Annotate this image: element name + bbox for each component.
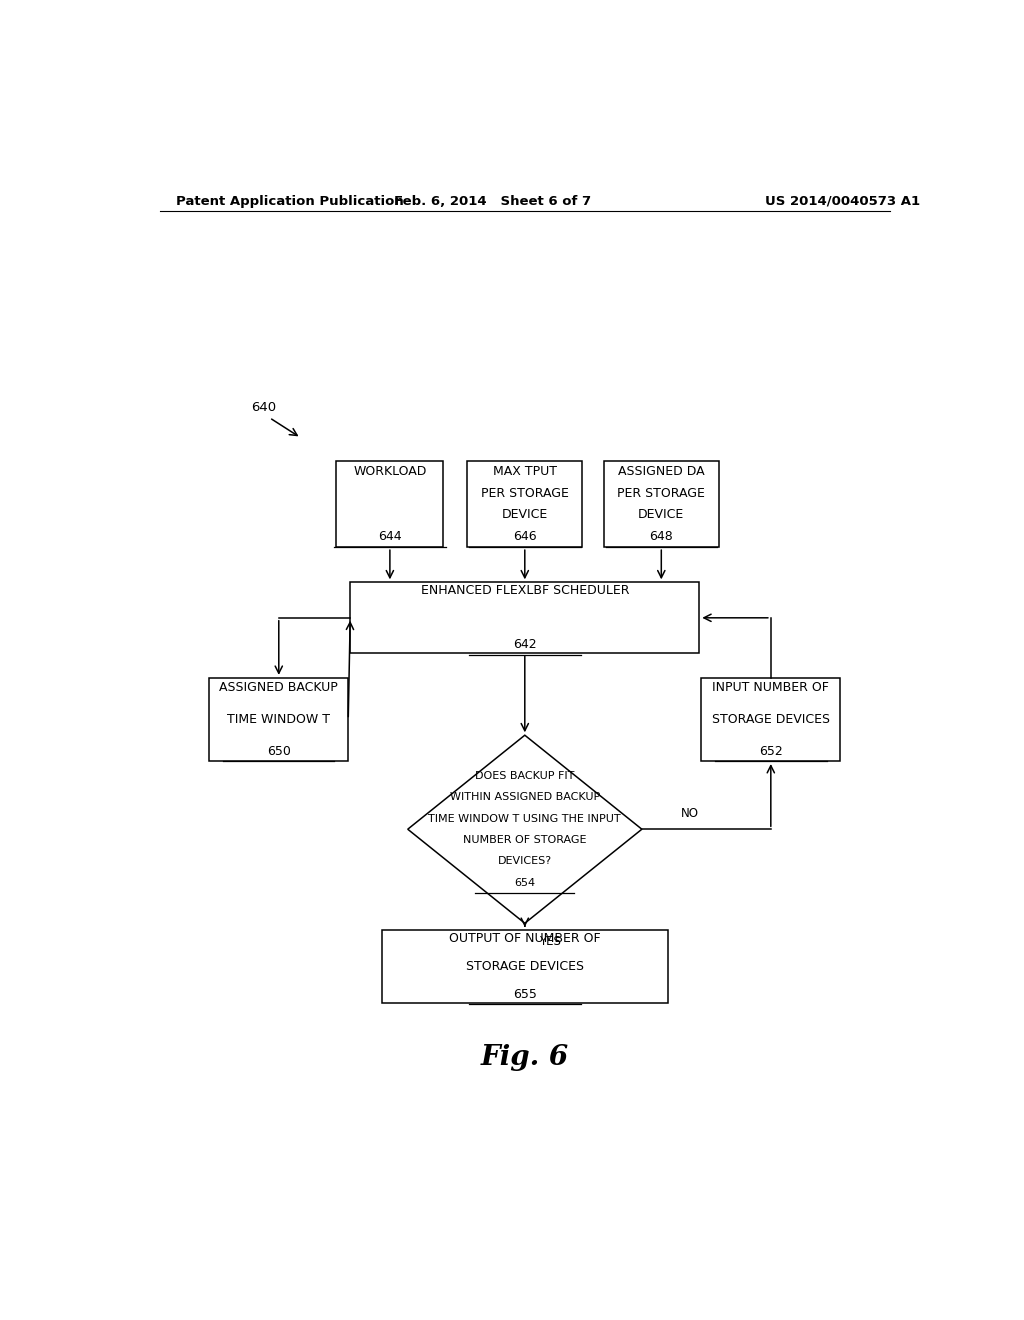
Text: NUMBER OF STORAGE: NUMBER OF STORAGE bbox=[463, 834, 587, 845]
Text: 640: 640 bbox=[251, 401, 276, 414]
Text: DEVICES?: DEVICES? bbox=[498, 857, 552, 866]
FancyBboxPatch shape bbox=[209, 677, 348, 762]
Text: TIME WINDOW T: TIME WINDOW T bbox=[227, 713, 331, 726]
Text: DEVICE: DEVICE bbox=[502, 508, 548, 521]
Text: ASSIGNED BACKUP: ASSIGNED BACKUP bbox=[219, 681, 338, 694]
Text: Patent Application Publication: Patent Application Publication bbox=[176, 194, 403, 207]
Text: 650: 650 bbox=[267, 744, 291, 758]
Text: 652: 652 bbox=[759, 744, 782, 758]
Text: WORKLOAD: WORKLOAD bbox=[353, 465, 427, 478]
Text: 648: 648 bbox=[649, 531, 673, 544]
Polygon shape bbox=[408, 735, 642, 923]
Text: OUTPUT OF NUMBER OF: OUTPUT OF NUMBER OF bbox=[449, 932, 601, 945]
Text: 655: 655 bbox=[513, 987, 537, 1001]
Text: US 2014/0040573 A1: US 2014/0040573 A1 bbox=[765, 194, 920, 207]
Text: STORAGE DEVICES: STORAGE DEVICES bbox=[466, 960, 584, 973]
Text: 644: 644 bbox=[378, 531, 401, 544]
Text: 642: 642 bbox=[513, 639, 537, 651]
Text: PER STORAGE: PER STORAGE bbox=[617, 487, 706, 499]
Text: YES: YES bbox=[539, 935, 561, 948]
Text: DOES BACKUP FIT: DOES BACKUP FIT bbox=[475, 771, 574, 781]
FancyBboxPatch shape bbox=[350, 582, 699, 653]
Text: WITHIN ASSIGNED BACKUP: WITHIN ASSIGNED BACKUP bbox=[450, 792, 600, 803]
Text: Feb. 6, 2014   Sheet 6 of 7: Feb. 6, 2014 Sheet 6 of 7 bbox=[394, 194, 592, 207]
Text: MAX TPUT: MAX TPUT bbox=[493, 465, 557, 478]
FancyBboxPatch shape bbox=[467, 461, 583, 548]
Text: STORAGE DEVICES: STORAGE DEVICES bbox=[712, 713, 829, 726]
Text: PER STORAGE: PER STORAGE bbox=[481, 487, 568, 499]
Text: ENHANCED FLEXLBF SCHEDULER: ENHANCED FLEXLBF SCHEDULER bbox=[421, 585, 629, 597]
Text: 654: 654 bbox=[514, 878, 536, 887]
Text: DEVICE: DEVICE bbox=[638, 508, 684, 521]
FancyBboxPatch shape bbox=[604, 461, 719, 548]
Text: Fig. 6: Fig. 6 bbox=[480, 1044, 569, 1072]
FancyBboxPatch shape bbox=[336, 461, 443, 548]
Text: TIME WINDOW T USING THE INPUT: TIME WINDOW T USING THE INPUT bbox=[428, 813, 622, 824]
Text: ASSIGNED DA: ASSIGNED DA bbox=[618, 465, 705, 478]
FancyBboxPatch shape bbox=[701, 677, 841, 762]
Text: 646: 646 bbox=[513, 531, 537, 544]
Text: INPUT NUMBER OF: INPUT NUMBER OF bbox=[713, 681, 829, 694]
FancyBboxPatch shape bbox=[382, 929, 668, 1003]
Text: NO: NO bbox=[681, 808, 698, 821]
